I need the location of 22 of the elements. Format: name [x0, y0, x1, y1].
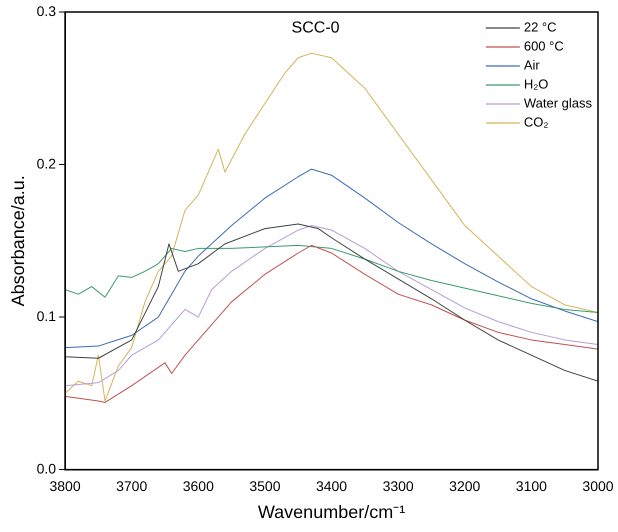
- legend-label: CO₂: [524, 114, 548, 130]
- y-tick-label: 0.1: [36, 308, 56, 324]
- x-tick-label: 3100: [516, 478, 548, 494]
- x-tick-label: 3000: [582, 478, 614, 494]
- legend-label: Air: [524, 58, 540, 73]
- x-tick-label: 3200: [449, 478, 481, 494]
- x-tick-label: 3700: [116, 478, 148, 494]
- legend-label: 22 °C: [524, 20, 557, 35]
- x-axis-title: Wavenumber/cm⁻¹: [258, 502, 406, 522]
- y-tick-label: 0.0: [36, 460, 56, 476]
- y-tick-label: 0.3: [36, 2, 56, 19]
- x-tick-label: 3300: [382, 478, 414, 494]
- x-tick-label: 3600: [182, 478, 214, 494]
- legend-label: H₂O: [524, 76, 548, 92]
- y-tick-label: 0.2: [36, 155, 56, 172]
- legend-label: 600 °C: [524, 38, 564, 54]
- x-tick-label: 3500: [249, 478, 281, 494]
- chart-title: SCC-0: [292, 19, 340, 36]
- y-axis-title: Absorbance/a.u.: [8, 175, 28, 306]
- legend-label: Water glass: [524, 96, 592, 111]
- x-tick-label: 3800: [49, 478, 81, 494]
- x-tick-label: 3400: [316, 478, 348, 494]
